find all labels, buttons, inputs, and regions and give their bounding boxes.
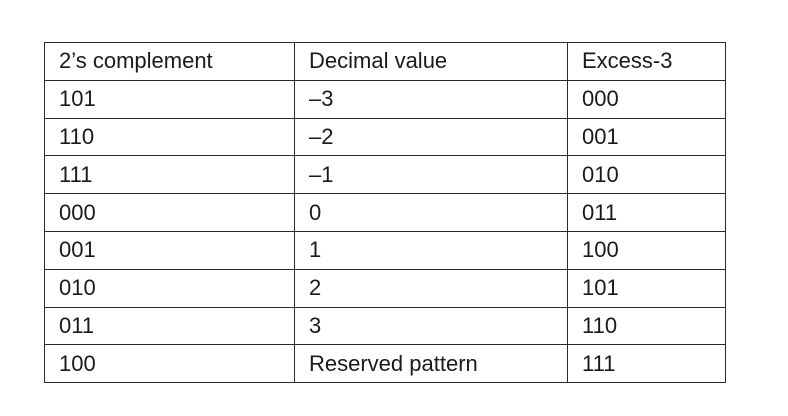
header-excess-3: Excess-3 [567, 42, 726, 81]
cell-twos-complement: 010 [44, 268, 295, 308]
table-row: 011 3 110 [44, 306, 726, 346]
cell-twos-complement: 001 [44, 230, 295, 270]
cell-decimal-value: 3 [294, 306, 568, 346]
table-row: 001 1 100 [44, 230, 726, 270]
cell-excess-3: 001 [567, 117, 726, 157]
cell-decimal-value: 1 [294, 230, 568, 270]
cell-twos-complement: 100 [44, 344, 295, 384]
cell-excess-3: 100 [567, 230, 726, 270]
table-row: 100 Reserved pattern 111 [44, 344, 726, 384]
cell-twos-complement: 011 [44, 306, 295, 346]
table-row: 101 –3 000 [44, 79, 726, 119]
table-row: 000 0 011 [44, 193, 726, 232]
cell-decimal-value: 0 [294, 193, 568, 232]
cell-decimal-value: –1 [294, 155, 568, 195]
cell-twos-complement: 000 [44, 193, 295, 232]
table-row: 110 –2 001 [44, 117, 726, 157]
cell-twos-complement: 101 [44, 79, 295, 119]
header-decimal-value: Decimal value [294, 42, 568, 81]
cell-excess-3: 011 [567, 193, 726, 232]
cell-excess-3: 010 [567, 155, 726, 195]
cell-decimal-value: Reserved pattern [294, 344, 568, 384]
table-header-row: 2’s complement Decimal value Excess-3 [44, 42, 726, 81]
cell-twos-complement: 110 [44, 117, 295, 157]
header-twos-complement: 2’s complement [44, 42, 295, 81]
cell-decimal-value: –2 [294, 117, 568, 157]
cell-excess-3: 110 [567, 306, 726, 346]
cell-excess-3: 101 [567, 268, 726, 308]
cell-excess-3: 000 [567, 79, 726, 119]
cell-twos-complement: 111 [44, 155, 295, 195]
table-row: 010 2 101 [44, 268, 726, 308]
conversion-table: 2’s complement Decimal value Excess-3 10… [44, 42, 726, 384]
table-row: 111 –1 010 [44, 155, 726, 195]
cell-decimal-value: 2 [294, 268, 568, 308]
cell-excess-3: 111 [567, 344, 726, 384]
cell-decimal-value: –3 [294, 79, 568, 119]
